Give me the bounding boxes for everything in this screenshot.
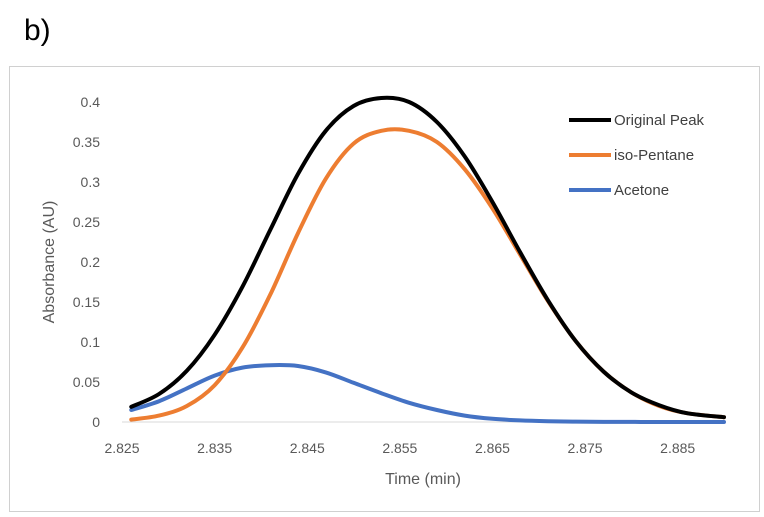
x-tick-label: 2.855 bbox=[382, 440, 417, 456]
y-tick-label: 0.2 bbox=[81, 254, 101, 270]
y-axis-title: Absorbance (AU) bbox=[41, 201, 58, 324]
y-tick-label: 0.4 bbox=[81, 94, 101, 110]
y-tick-label: 0.1 bbox=[81, 334, 101, 350]
x-tick-label: 2.845 bbox=[290, 440, 325, 456]
x-tick-label: 2.835 bbox=[197, 440, 232, 456]
legend-label: Acetone bbox=[614, 182, 669, 199]
x-tick-label: 2.825 bbox=[104, 440, 139, 456]
y-axis-ticks: 0 0.05 0.1 0.15 0.2 0.25 0.3 0.35 0.4 bbox=[73, 94, 100, 430]
x-tick-label: 2.865 bbox=[475, 440, 510, 456]
legend: Original Peak iso-Pentane Acetone bbox=[569, 112, 705, 199]
series-line-original-peak bbox=[129, 95, 726, 420]
legend-label: Original Peak bbox=[614, 112, 705, 129]
y-tick-label: 0 bbox=[92, 414, 100, 430]
x-tick-label: 2.885 bbox=[660, 440, 695, 456]
y-tick-label: 0.3 bbox=[81, 174, 101, 190]
series-line-iso-pentane bbox=[129, 127, 726, 422]
x-tick-label: 2.875 bbox=[568, 440, 603, 456]
y-tick-label: 0.25 bbox=[73, 214, 100, 230]
chart-frame bbox=[9, 66, 760, 512]
x-axis-title: Time (min) bbox=[385, 471, 461, 488]
y-tick-label: 0.35 bbox=[73, 134, 100, 150]
y-tick-label: 0.05 bbox=[73, 374, 100, 390]
y-tick-label: 0.15 bbox=[73, 294, 100, 310]
series-lines bbox=[129, 95, 726, 425]
panel-label: b) bbox=[24, 14, 51, 47]
x-axis-ticks: 2.825 2.835 2.845 2.855 2.865 2.875 2.885 bbox=[104, 440, 695, 456]
legend-label: iso-Pentane bbox=[614, 147, 694, 164]
